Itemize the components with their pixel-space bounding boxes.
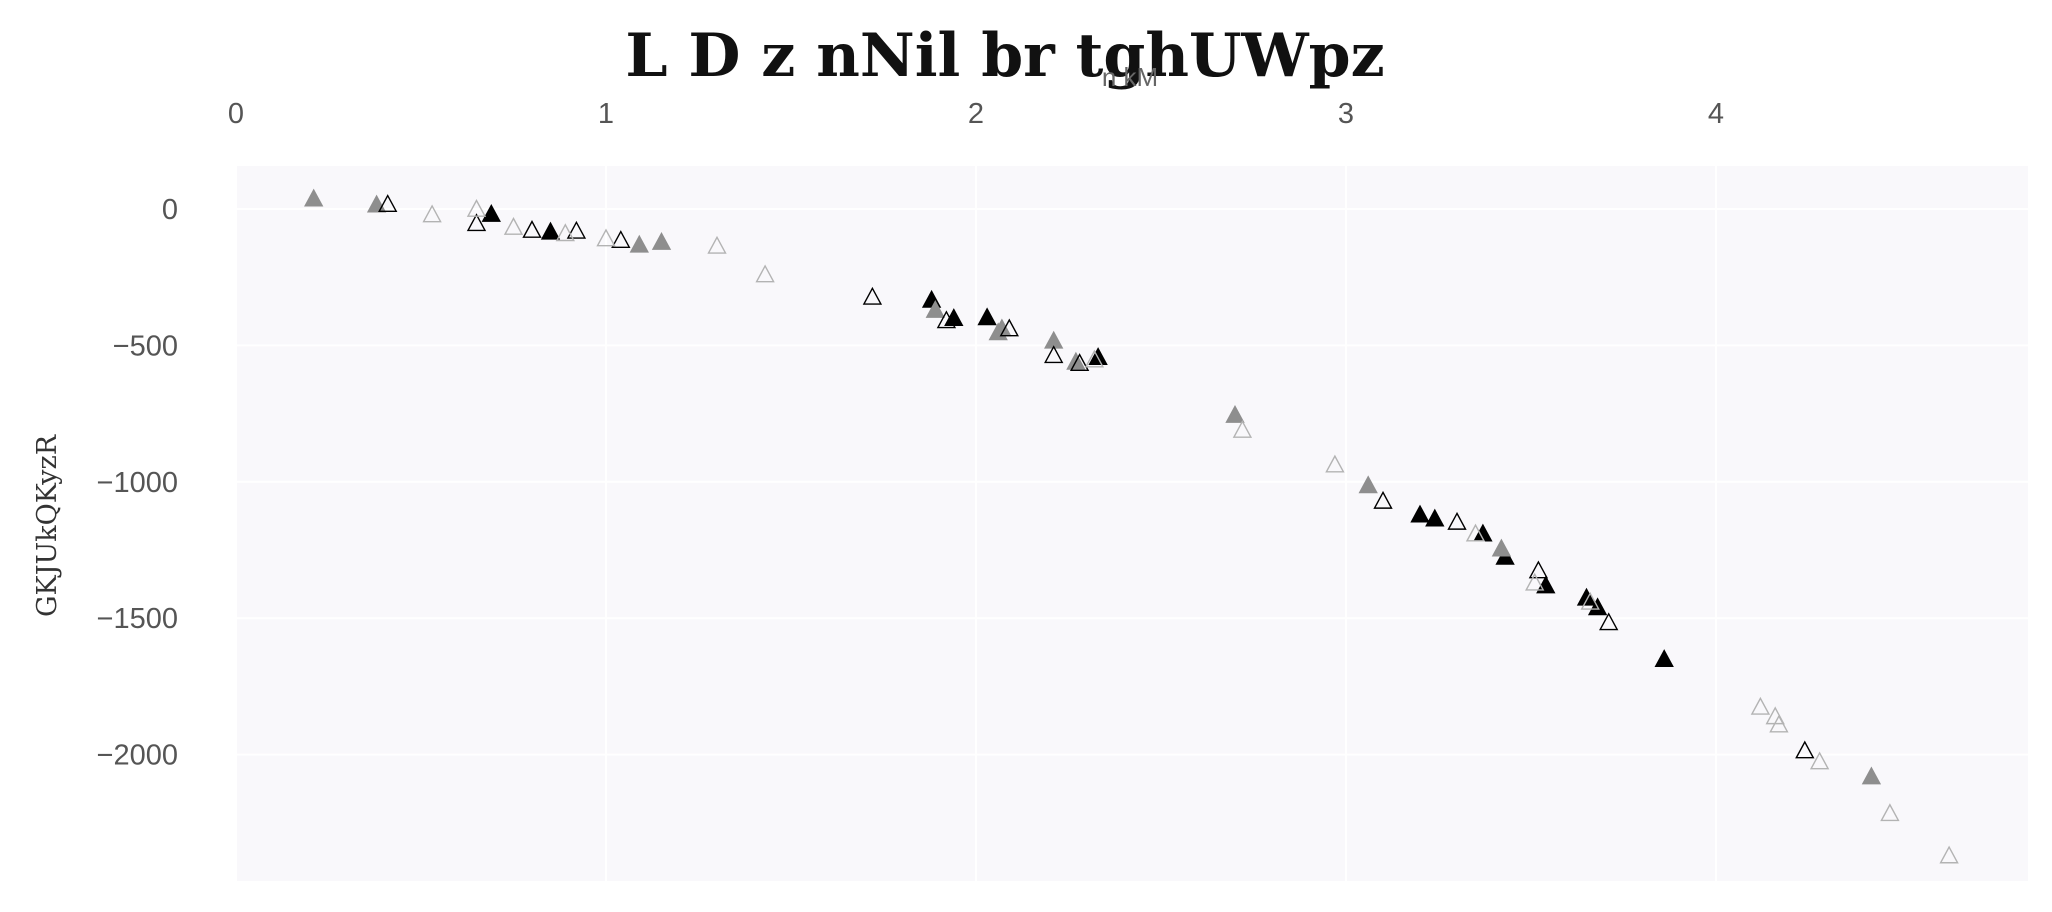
data-point: [1750, 696, 1771, 715]
x-axis-ticks: 0 1 2 3 4: [228, 98, 1724, 130]
data-point: [629, 234, 649, 253]
data-point: [977, 307, 997, 326]
data-point: [1373, 490, 1393, 509]
data-point: [304, 188, 324, 207]
data-point: [1599, 612, 1619, 631]
data-point: [422, 204, 442, 223]
data-point: [1425, 508, 1445, 527]
x-tick-label: 1: [598, 98, 614, 130]
plot-background: [236, 166, 2028, 881]
y-tick-label: 0: [162, 194, 178, 226]
data-point: [862, 286, 883, 305]
data-point: [1069, 353, 1090, 372]
data-point: [707, 235, 727, 254]
x-tick-label: 2: [968, 98, 984, 130]
y-axis-label: GKJUkQKyzR: [32, 434, 63, 617]
data-points: [304, 188, 1959, 864]
data-point: [481, 203, 501, 222]
y-tick-label: −2000: [97, 740, 178, 772]
data-point: [466, 199, 487, 217]
data-point: [925, 299, 945, 318]
data-point: [1769, 714, 1789, 733]
x-axis-label: n kM: [1102, 62, 1158, 92]
y-tick-label: −500: [113, 330, 178, 362]
data-point: [466, 213, 487, 232]
data-point: [1084, 349, 1105, 368]
x-tick-label: 0: [228, 98, 244, 130]
data-point: [1232, 419, 1253, 438]
data-point: [1580, 591, 1600, 610]
data-point: [1654, 649, 1674, 668]
data-point: [1795, 740, 1815, 759]
data-point: [1358, 475, 1378, 494]
data-point: [1491, 538, 1512, 557]
y-axis-ticks: 0 −500 −1000 −1500 −2000: [97, 194, 178, 772]
data-point: [1861, 766, 1882, 785]
x-tick-label: 4: [1708, 98, 1724, 130]
data-point: [540, 221, 561, 240]
data-point: [999, 318, 1019, 337]
data-point: [1225, 404, 1245, 423]
y-tick-label: −1000: [97, 467, 178, 499]
data-point: [1325, 454, 1345, 473]
data-point: [1880, 803, 1900, 822]
data-point: [1536, 575, 1556, 594]
data-point: [1447, 511, 1467, 530]
x-tick-label: 3: [1338, 98, 1354, 130]
data-point: [1465, 523, 1486, 542]
data-point: [378, 194, 398, 213]
data-point: [555, 223, 575, 242]
data-point: [566, 220, 587, 239]
data-point: [755, 264, 775, 283]
data-point: [1809, 751, 1830, 770]
data-point: [522, 220, 542, 238]
chart-title: L D z nNil br tghUWpz: [625, 21, 1384, 91]
data-point: [1525, 572, 1545, 591]
data-point: [1939, 845, 1959, 864]
data-point: [611, 230, 631, 249]
data-point: [651, 232, 672, 250]
data-point: [1044, 345, 1064, 364]
data-point: [1410, 504, 1430, 523]
y-tick-label: −1500: [97, 603, 178, 635]
data-point: [936, 310, 957, 329]
data-point: [1576, 587, 1597, 606]
data-point: [1528, 560, 1549, 579]
grid: [235, 166, 2028, 881]
data-point: [596, 228, 616, 247]
data-point: [503, 217, 524, 235]
